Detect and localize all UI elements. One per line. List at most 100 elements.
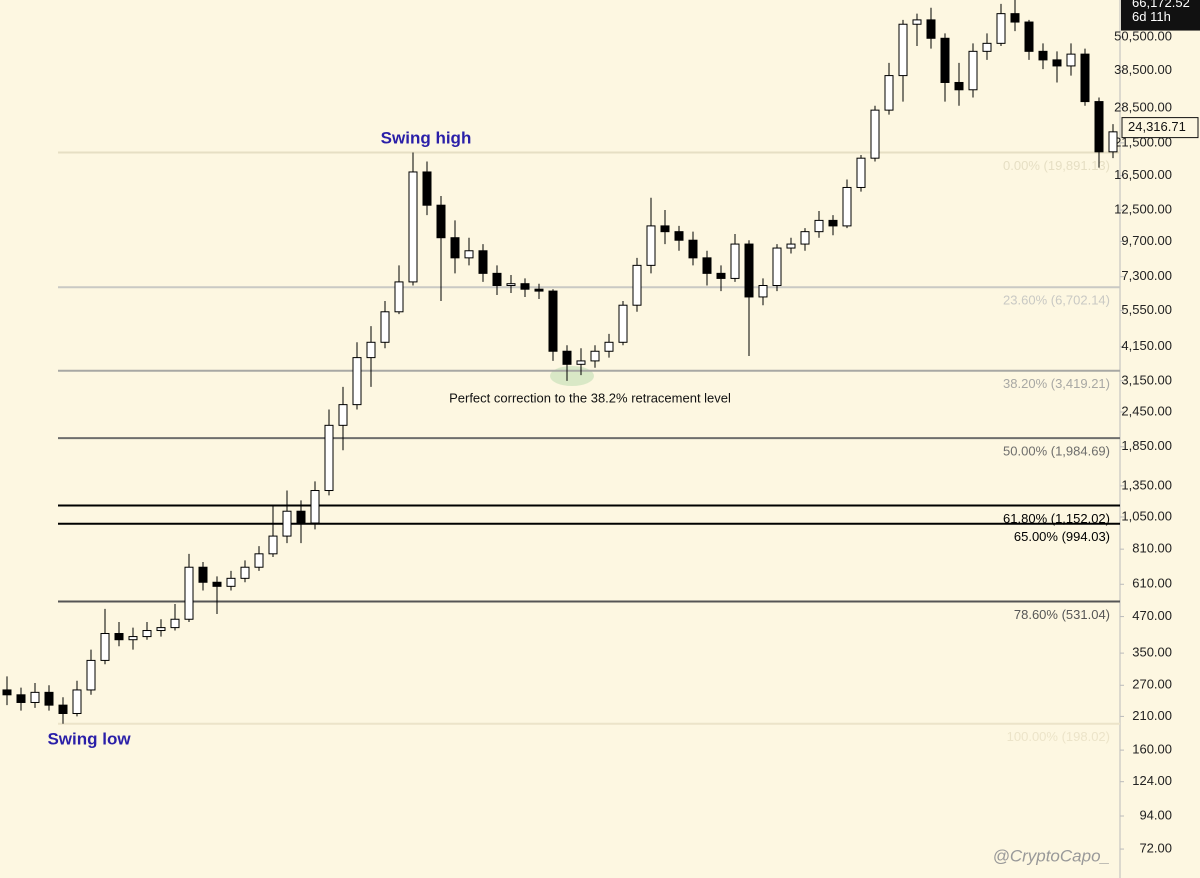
candle-body bbox=[2, 689, 12, 696]
level-label: 0.00% (19,891.13) bbox=[1003, 158, 1110, 173]
candle-body bbox=[58, 704, 68, 714]
candle-body bbox=[548, 290, 558, 352]
candle-body bbox=[1080, 53, 1090, 103]
candle-body bbox=[1094, 101, 1104, 153]
candle-body bbox=[828, 219, 838, 227]
y-tick-label: 5,550.00 bbox=[1121, 302, 1172, 317]
y-tick-label: 810.00 bbox=[1132, 541, 1172, 556]
candle-body bbox=[772, 247, 782, 286]
candle-body bbox=[1108, 131, 1118, 153]
candle-body bbox=[968, 50, 978, 91]
y-tick-label: 210.00 bbox=[1132, 708, 1172, 723]
candle-body bbox=[506, 283, 516, 286]
candle-body bbox=[156, 627, 166, 632]
candle-body bbox=[226, 577, 236, 587]
annotation: Swing low bbox=[47, 729, 131, 748]
y-tick-label: 2,450.00 bbox=[1121, 403, 1172, 418]
candle-body bbox=[394, 281, 404, 313]
candle-body bbox=[702, 257, 712, 274]
candle-body bbox=[1038, 50, 1048, 61]
candle-body bbox=[688, 239, 698, 259]
y-tick-label: 7,300.00 bbox=[1121, 268, 1172, 283]
y-tick-label: 610.00 bbox=[1132, 576, 1172, 591]
level-label: 65.00% (994.03) bbox=[1014, 529, 1110, 544]
candle-body bbox=[814, 219, 824, 233]
candle-body bbox=[422, 171, 432, 206]
candle-body bbox=[674, 231, 684, 241]
candle-body bbox=[380, 311, 390, 343]
y-tick-label: 470.00 bbox=[1132, 608, 1172, 623]
y-tick-label: 160.00 bbox=[1132, 742, 1172, 757]
candle-body bbox=[912, 19, 922, 25]
watermark: @CryptoCapo_ bbox=[993, 846, 1110, 865]
candle-body bbox=[618, 304, 628, 343]
y-tick-label: 94.00 bbox=[1139, 807, 1172, 822]
y-tick-label: 28,500.00 bbox=[1114, 99, 1172, 114]
candle-body bbox=[492, 272, 502, 286]
candle-body bbox=[184, 566, 194, 620]
level-label: 50.00% (1,984.69) bbox=[1003, 444, 1110, 459]
candle-body bbox=[758, 284, 768, 298]
y-tick-label: 50,500.00 bbox=[1114, 28, 1172, 43]
candle-body bbox=[590, 350, 600, 362]
candle-body bbox=[72, 689, 82, 714]
candle-body bbox=[198, 566, 208, 583]
y-tick-label: 270.00 bbox=[1132, 677, 1172, 692]
price-marker-label: 66,172.52 bbox=[1132, 0, 1190, 10]
candle-body bbox=[100, 633, 110, 661]
candle-body bbox=[996, 13, 1006, 44]
candle-body bbox=[534, 288, 544, 292]
candle-body bbox=[800, 231, 810, 245]
candle-body bbox=[1052, 59, 1062, 67]
candle-body bbox=[646, 225, 656, 266]
y-tick-label: 1,050.00 bbox=[1121, 508, 1172, 523]
candle-body bbox=[30, 691, 40, 703]
candle-body bbox=[884, 75, 894, 111]
last-price-box bbox=[1121, 117, 1199, 139]
candle-body bbox=[128, 636, 138, 641]
candle-body bbox=[44, 691, 54, 706]
level-label: 23.60% (6,702.14) bbox=[1003, 293, 1110, 308]
candle-body bbox=[86, 659, 96, 691]
candle-body bbox=[254, 553, 264, 568]
candle-body bbox=[982, 42, 992, 52]
candle-body bbox=[842, 186, 852, 227]
candle-body bbox=[786, 243, 796, 249]
candle-body bbox=[366, 341, 376, 359]
candle-body bbox=[1024, 21, 1034, 52]
last-price-label: 24,316.71 bbox=[1128, 119, 1186, 134]
y-tick-label: 4,150.00 bbox=[1121, 338, 1172, 353]
candle-body bbox=[954, 81, 964, 91]
candle-body bbox=[170, 618, 180, 629]
candle-body bbox=[632, 264, 642, 306]
candle-body bbox=[1066, 53, 1076, 67]
candle-body bbox=[1010, 13, 1020, 23]
candle-body bbox=[310, 490, 320, 524]
candle-body bbox=[940, 37, 950, 83]
candle-body bbox=[730, 243, 740, 279]
candle-body bbox=[338, 404, 348, 426]
candle-body bbox=[324, 424, 334, 492]
candle-body bbox=[870, 109, 880, 159]
candle-body bbox=[16, 694, 26, 703]
price-marker-countdown: 6d 11h bbox=[1132, 9, 1171, 24]
y-tick-label: 9,700.00 bbox=[1121, 233, 1172, 248]
level-label: 38.20% (3,419.21) bbox=[1003, 376, 1110, 391]
candle-body bbox=[856, 157, 866, 188]
candle-body bbox=[898, 23, 908, 77]
y-tick-label: 38,500.00 bbox=[1114, 62, 1172, 77]
level-label: 100.00% (198.02) bbox=[1007, 729, 1110, 744]
y-tick-label: 1,850.00 bbox=[1121, 438, 1172, 453]
level-label: 61.80% (1,152.02) bbox=[1003, 511, 1110, 526]
highlight bbox=[550, 366, 594, 386]
y-tick-label: 3,150.00 bbox=[1121, 372, 1172, 387]
candle-body bbox=[520, 283, 530, 290]
candle-body bbox=[716, 272, 726, 279]
candle-body bbox=[212, 581, 222, 587]
candle-body bbox=[478, 250, 488, 274]
candle-body bbox=[576, 360, 586, 365]
level-label: 78.60% (531.04) bbox=[1014, 607, 1110, 622]
annotation: Perfect correction to the 38.2% retracem… bbox=[449, 390, 731, 405]
